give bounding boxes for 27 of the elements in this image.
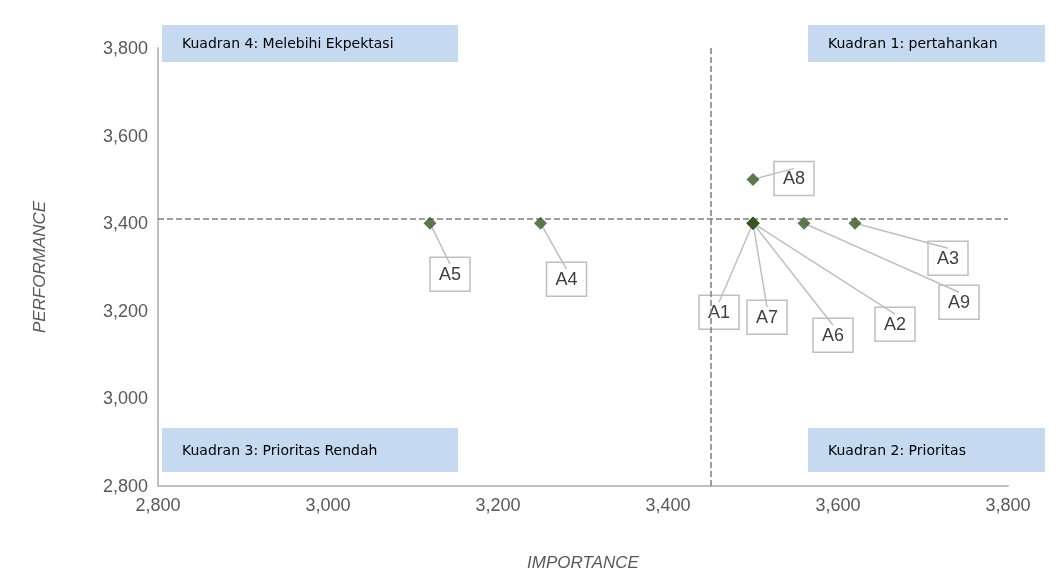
x-tick-label: 3,600 — [815, 495, 861, 515]
x-tick-label: 3,200 — [475, 495, 521, 515]
y-tick-label: 3,600 — [102, 125, 148, 146]
annotation: A7 — [755, 307, 779, 328]
x-tick-label: 2,800 — [135, 495, 181, 515]
y-axis-title: PERFORMANCE — [30, 200, 49, 334]
x-tick-label: 3,800 — [985, 495, 1031, 515]
annotation: A9 — [947, 292, 971, 313]
y-tick-label: 2,800 — [102, 476, 148, 496]
x-tick-label: 3,000 — [305, 495, 351, 515]
annotation: A6 — [821, 325, 845, 346]
quadrant-label: Kuadran 2: Prioritas — [808, 428, 1045, 472]
annotation: A5 — [438, 264, 462, 285]
annotation: A2 — [883, 314, 907, 335]
annotation: A1 — [707, 302, 731, 323]
x-tick-label: 3,400 — [645, 495, 691, 515]
annotation: A4 — [555, 269, 578, 290]
y-tick-label: 3,000 — [102, 388, 148, 409]
annotation: A8 — [782, 168, 806, 189]
y-tick-label: 3,800 — [102, 38, 148, 58]
quadrant-label: Kuadran 1: pertahankan — [808, 25, 1045, 62]
annotation: A3 — [936, 248, 960, 269]
quadrant-label: Kuadran 4: Melebihi Ekpektasi — [162, 25, 458, 62]
y-tick-label: 3,400 — [102, 213, 148, 234]
x-axis-title: IMPORTANCE — [527, 553, 640, 572]
quadrant-label: Kuadran 3: Prioritas Rendah — [162, 428, 458, 472]
y-tick-label: 3,200 — [102, 300, 148, 321]
